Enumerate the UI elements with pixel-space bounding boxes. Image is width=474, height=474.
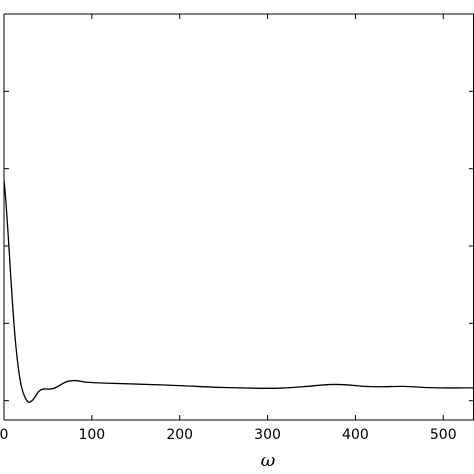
x-tick-label: 100 [78,427,105,443]
x-tick-label: 300 [254,427,281,443]
x-axis-title: ω [261,450,276,471]
x-tick-label: 400 [342,427,369,443]
ticks [3,13,474,420]
x-tick-label: 200 [166,427,193,443]
x-tick-label: 0 [0,427,8,443]
series-line [3,180,474,403]
plot-area [3,180,474,403]
axes [3,13,474,421]
tick-labels: 0 100 200 300 400 500 [0,427,457,443]
x-tick-label: 500 [430,427,457,443]
